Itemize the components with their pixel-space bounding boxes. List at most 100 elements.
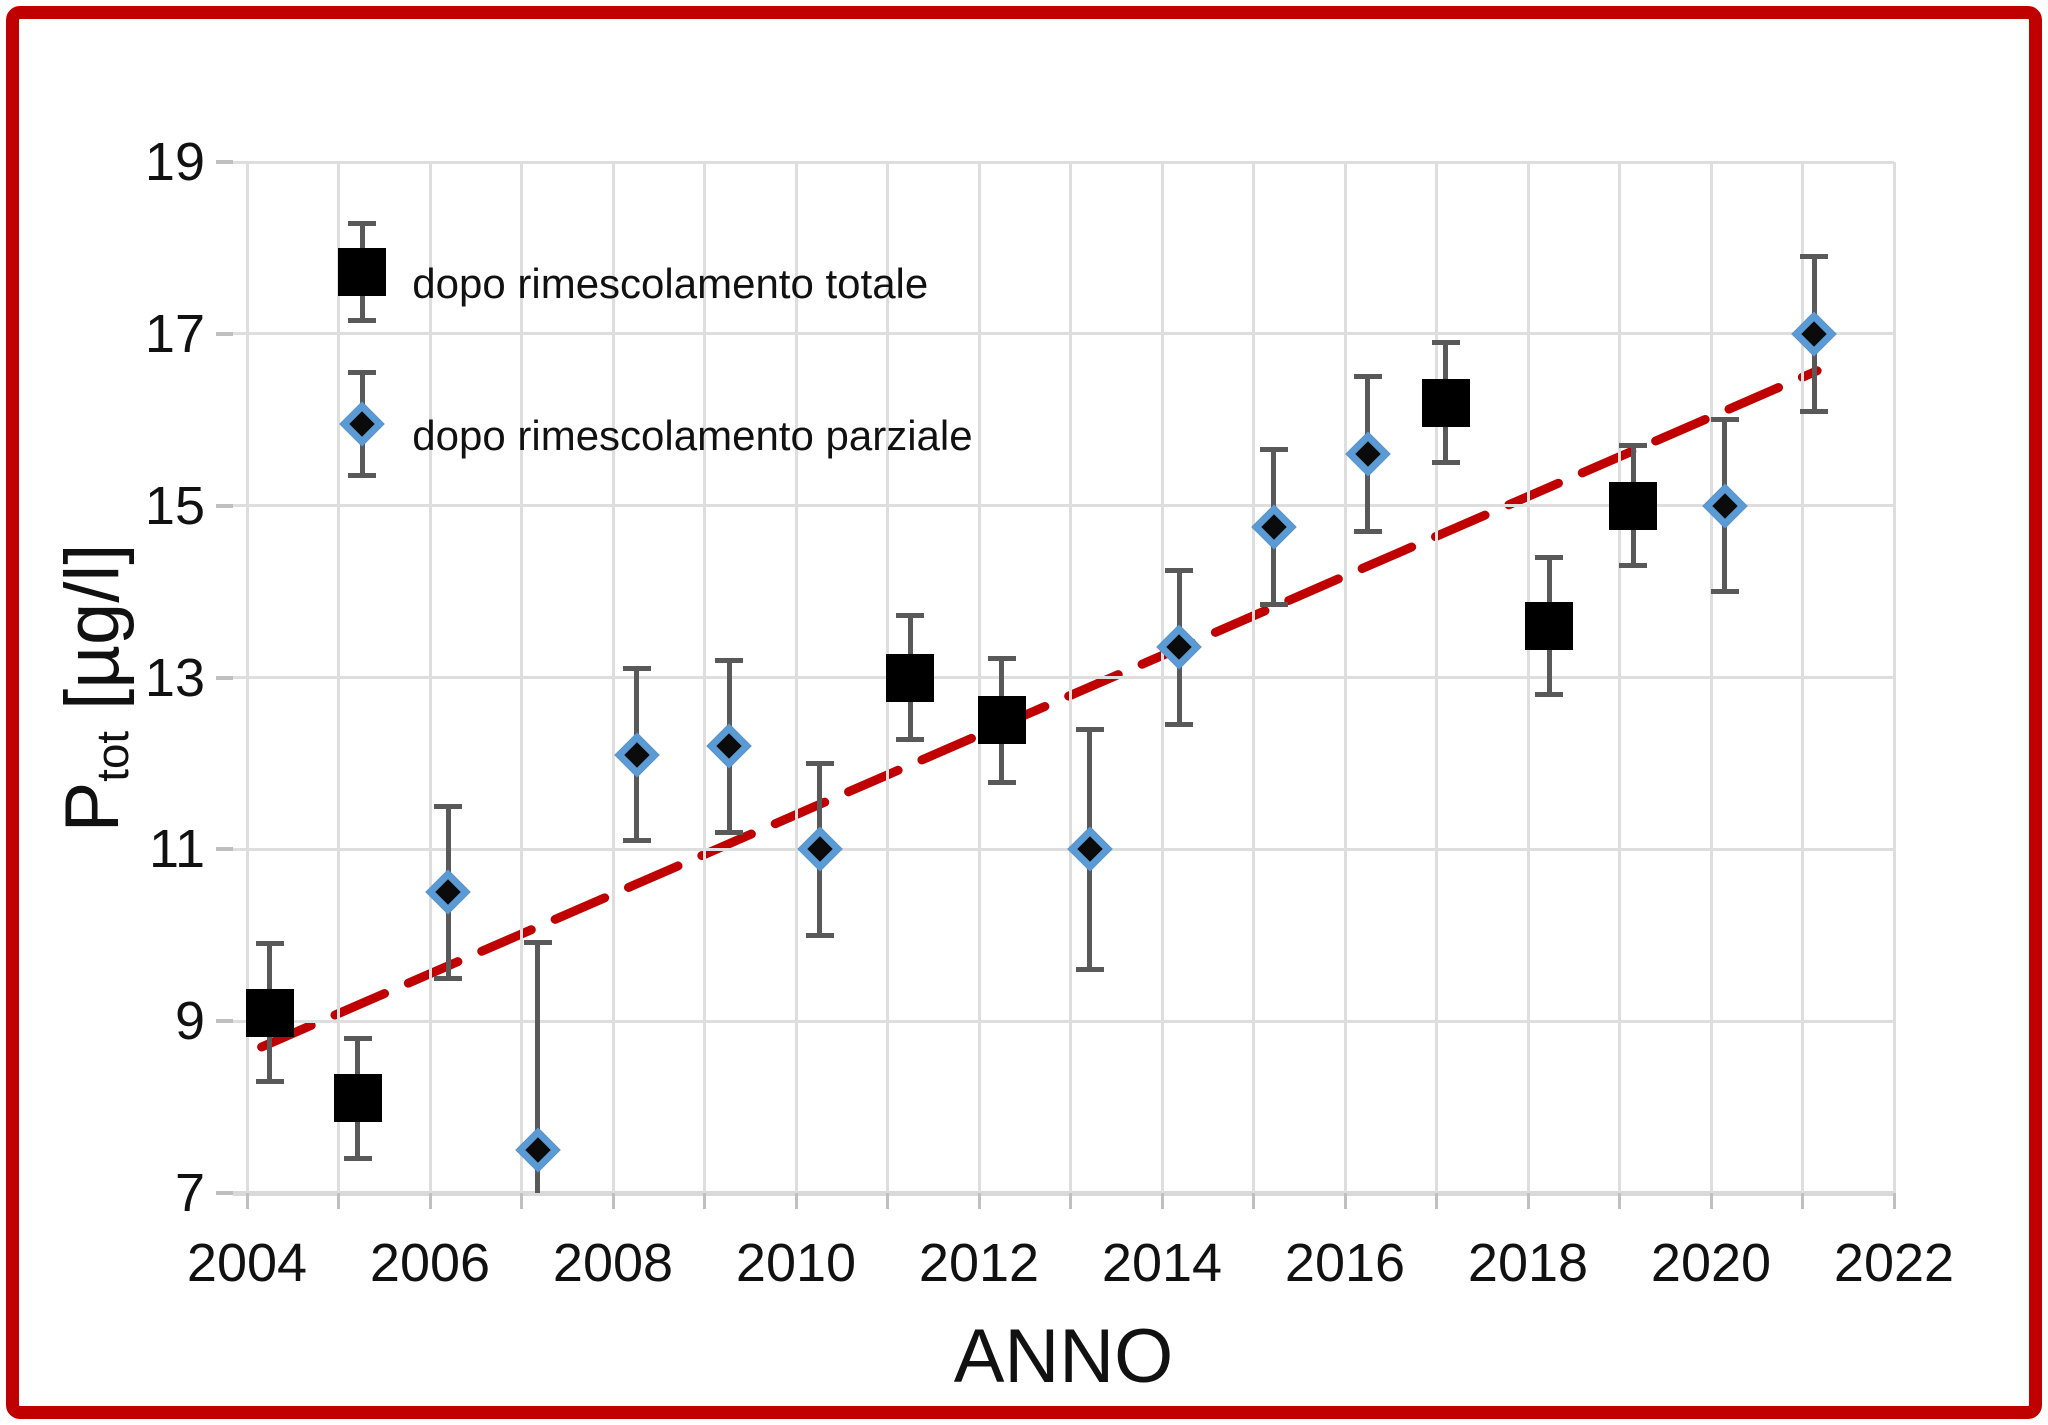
y-tick-label: 13 [144, 647, 205, 708]
error-bar-cap-top [1710, 417, 1739, 423]
error-bar-cap-bottom [987, 779, 1016, 785]
gridline-horizontal [233, 1019, 1894, 1023]
x-tick-label: 2020 [1650, 1233, 1772, 1293]
data-point-square [977, 696, 1026, 745]
error-bar-cap-top [343, 1035, 372, 1041]
gridline-vertical [1069, 162, 1072, 1193]
gridline-vertical [1435, 162, 1438, 1193]
gridline-vertical [520, 162, 523, 1193]
y-axis-title-main: P [49, 781, 135, 833]
x-tick-mark [337, 1193, 340, 1209]
error-bar-cap-bottom [1259, 601, 1288, 607]
data-point-square [1421, 378, 1470, 427]
gridline-vertical [1709, 162, 1713, 1193]
y-tick-mark [216, 331, 233, 336]
gridline-vertical [1526, 162, 1530, 1193]
error-bar-cap-top [255, 941, 284, 947]
x-tick-mark [611, 1193, 615, 1209]
error-bar-cap-top [622, 666, 651, 672]
gridline-vertical [1801, 162, 1804, 1193]
gridline-vertical [428, 162, 432, 1193]
x-tick-label: 2016 [1284, 1233, 1406, 1293]
gridline-vertical [1252, 162, 1255, 1193]
error-bar-cap-bottom [1075, 967, 1104, 973]
error-bar-cap-bottom [1353, 528, 1382, 534]
error-bar-cap-bottom [1431, 460, 1460, 466]
error-bar-line [535, 942, 541, 1193]
gridline-vertical [337, 162, 340, 1193]
error-bar-cap-top [805, 760, 834, 766]
error-bar-cap-bottom [805, 932, 834, 938]
gridline-vertical [794, 162, 798, 1193]
y-axis-title-sub: tot [87, 731, 139, 782]
error-bar-cap-bottom [434, 975, 463, 981]
gridline-vertical [1892, 162, 1896, 1193]
y-tick-label: 19 [144, 132, 205, 192]
y-tick-label: 7 [174, 1163, 205, 1223]
gridline-vertical [703, 162, 706, 1193]
error-bar-cap-bottom [896, 736, 925, 742]
x-tick-mark [1435, 1193, 1438, 1209]
error-bar-cap-top [348, 220, 377, 226]
error-bar-cap-bottom [1710, 589, 1739, 595]
x-tick-mark [245, 1193, 249, 1209]
data-point-square [245, 988, 294, 1037]
x-tick-label: 2008 [552, 1233, 674, 1293]
x-tick-label: 2014 [1101, 1233, 1223, 1293]
x-tick-mark [1252, 1193, 1255, 1209]
error-bar-cap-top [1353, 374, 1382, 380]
error-bar-cap-bottom [622, 838, 651, 844]
x-tick-mark [428, 1193, 432, 1209]
gridline-vertical [977, 162, 981, 1193]
y-tick-label: 11 [148, 819, 205, 880]
x-tick-mark [703, 1193, 706, 1209]
x-tick-mark [1343, 1193, 1347, 1209]
y-tick-label: 9 [174, 991, 205, 1052]
error-bar-cap-top [987, 656, 1016, 662]
error-bar-cap-top [1075, 726, 1104, 732]
gridline-vertical [245, 162, 249, 1193]
x-tick-mark [1526, 1193, 1530, 1209]
error-bar-cap-bottom [1165, 722, 1194, 728]
data-point-square [333, 1074, 382, 1123]
error-bar-cap-bottom [1619, 563, 1648, 569]
legend-label-parziale: dopo rimescolamento parziale [412, 412, 973, 460]
x-tick-mark [1801, 1193, 1804, 1209]
gridline-horizontal [233, 847, 1894, 851]
data-point-square [338, 247, 387, 296]
gridline-vertical [611, 162, 615, 1193]
data-point-square [886, 653, 935, 702]
error-bar-cap-bottom [1800, 408, 1829, 414]
y-tick-mark [216, 675, 233, 680]
y-tick-mark [216, 160, 233, 164]
gridline-vertical [1160, 162, 1164, 1193]
error-bar-cap-top [1619, 443, 1648, 449]
gridline-horizontal [233, 504, 1894, 508]
x-tick-mark [977, 1193, 981, 1209]
y-tick-mark [216, 847, 233, 852]
y-axis-title: Ptot [µg/l] [50, 544, 152, 833]
error-bar-cap-top [1259, 447, 1288, 453]
gridline-horizontal [233, 160, 1894, 164]
error-bar-cap-bottom [343, 1156, 372, 1162]
x-tick-mark [886, 1193, 889, 1209]
error-bar-cap-bottom [348, 473, 377, 479]
error-bar-cap-bottom [715, 829, 744, 835]
x-tick-label: 2012 [918, 1233, 1040, 1293]
x-tick-label: 2022 [1833, 1233, 1955, 1293]
x-tick-label: 2018 [1467, 1233, 1589, 1293]
x-tick-label: 2010 [735, 1233, 857, 1293]
x-tick-label: 2004 [186, 1233, 308, 1293]
error-bar-cap-top [715, 657, 744, 663]
x-axis-line [233, 1190, 1894, 1196]
data-point-square [1525, 601, 1574, 650]
y-tick-mark [216, 503, 233, 508]
error-bar-cap-top [434, 803, 463, 809]
x-tick-mark [1709, 1193, 1713, 1209]
trend-line [257, 366, 1822, 1052]
error-bar-cap-bottom [1535, 692, 1564, 698]
outer-red-border [6, 6, 2042, 1419]
error-bar-cap-top [1800, 254, 1829, 259]
x-tick-mark [1160, 1193, 1164, 1209]
